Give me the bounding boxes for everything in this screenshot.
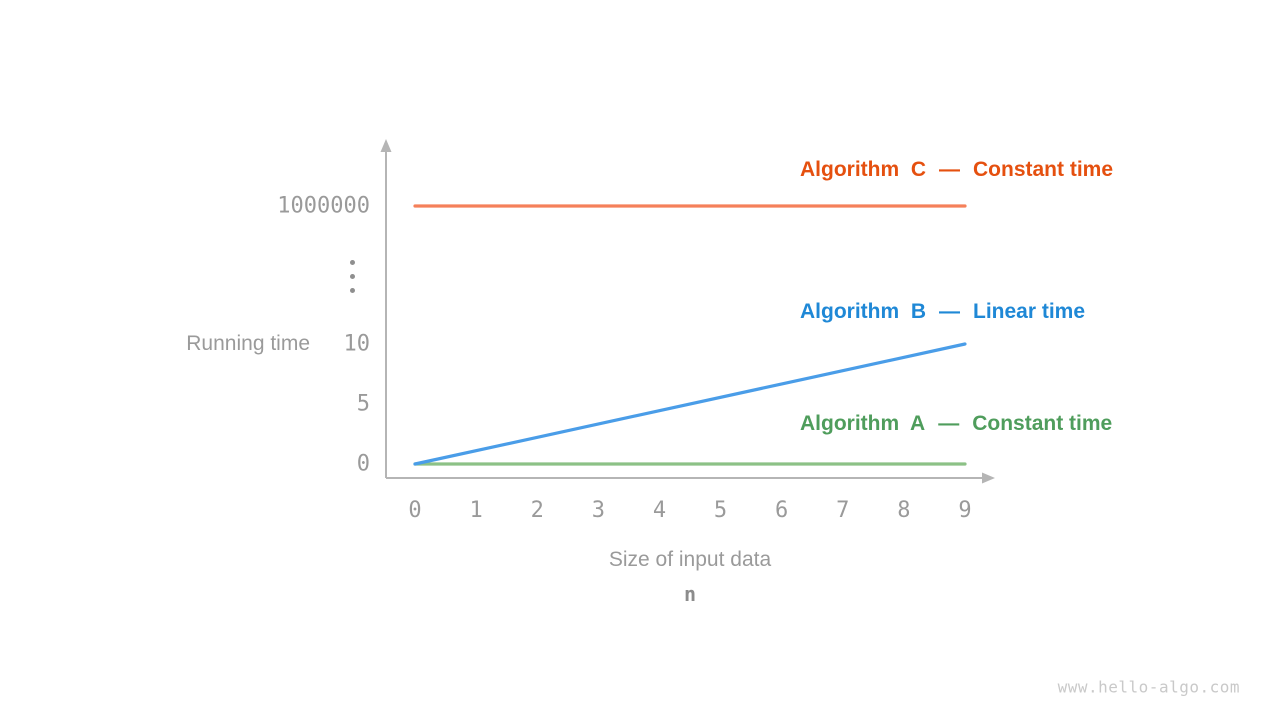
y-tick-label: 5 [356,391,370,417]
series-lines-layer [413,204,967,466]
x-tick-label: 8 [897,498,911,523]
break-dot [350,288,355,293]
x-axis-variable-symbol: n [683,582,697,606]
legend-name: Algorithm B [800,300,926,323]
watermark-url: www.hello-algo.com [1057,677,1240,697]
x-axis-arrow-icon [982,472,995,484]
legend-time: Linear time [973,300,1086,323]
x-axis-title: Size of input data [608,548,772,571]
x-tick-label: 5 [713,498,728,523]
break-dot [350,274,355,279]
y-axis-title: Running time [186,332,310,355]
legend-algorithm-b: Algorithm B — Linear time [800,300,1085,324]
x-tick-label: 0 [408,498,422,523]
x-tick-label: 7 [836,498,850,523]
legend-separator: — [939,300,960,323]
y-tick-label: 10 [343,331,371,357]
x-tick-label: 1 [469,498,483,523]
x-tick-label: 2 [530,498,544,523]
x-tick-label: 4 [652,498,667,523]
legend-name: Algorithm C [800,158,926,181]
legend-algorithm-c: Algorithm C — Constant time [800,158,1113,182]
break-dot [350,260,355,265]
legend-time: Constant time [973,158,1114,181]
x-tick-label: 3 [591,498,605,523]
x-tick-label: 9 [958,498,972,523]
legend-separator: — [939,158,960,181]
y-tick-label: 0 [356,451,370,477]
y-axis-break-ellipsis-icon [350,260,356,302]
legend-time: Constant time [972,412,1113,435]
series-line-algorithm-b [413,342,967,466]
legend-separator: — [938,412,960,435]
legend-name: Algorithm A [800,412,926,435]
y-tick-label: 1000000 [277,193,370,219]
legend-algorithm-a: Algorithm A — Constant time [800,412,1112,436]
x-tick-label: 6 [775,498,789,523]
y-axis-arrow-icon [380,139,392,152]
